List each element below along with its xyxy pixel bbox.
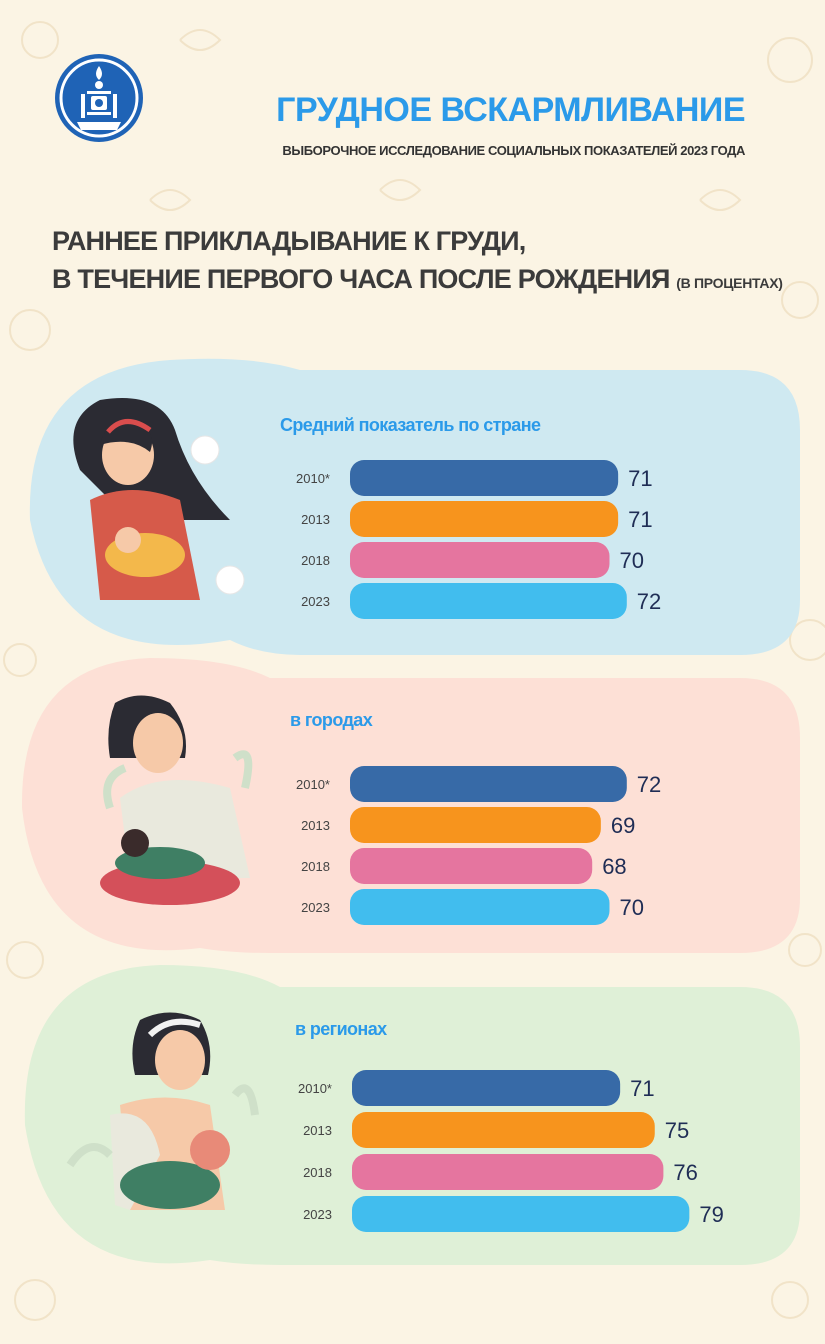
bar [350,889,610,925]
category-label: 2013 [301,818,330,833]
data-label: 71 [628,466,652,491]
bar [350,807,601,843]
category-label: 2023 [301,594,330,609]
section-unit: (В ПРОЦЕНТАХ) [676,275,783,291]
panel-national: Средний показатель по стране 2010* 71 2013… [0,340,825,660]
data-label: 75 [665,1118,689,1143]
panel-regions: в регионах 2010* 71 2013 75 2018 76 2023 79 [0,955,825,1270]
chart-regions: 2010* 71 2013 75 2018 76 2023 79 [298,1070,724,1232]
panel-urban: в городах 2010* 72 2013 69 2018 68 2023 70 [0,648,825,960]
mother-illustration [66,1012,259,1210]
data-label: 69 [611,813,635,838]
panel-national-title: Средний показатель по стране [280,415,541,435]
category-label: 2023 [301,900,330,915]
category-label: 2018 [301,859,330,874]
panel-urban-title: в городах [290,710,373,730]
bar [350,542,610,578]
panel-urban-background [21,658,800,953]
page-subtitle: ВЫБОРОЧНОЕ ИССЛЕДОВАНИЕ СОЦИАЛЬНЫХ ПОКАЗ… [282,143,745,158]
section-title-line1: РАННЕЕ ПРИКЛАДЫВАНИЕ К ГРУДИ, [52,226,526,256]
data-label: 70 [620,895,644,920]
bar [352,1070,621,1106]
mother-illustration [100,695,253,905]
section-title: РАННЕЕ ПРИКЛАДЫВАНИЕ К ГРУДИ, В ТЕЧЕНИЕ … [52,222,812,302]
soyombo-emblem-logo [55,54,143,142]
bar [350,583,627,619]
data-label: 79 [699,1202,723,1227]
category-label: 2010* [296,777,330,792]
category-label: 2010* [298,1081,332,1096]
data-label: 71 [630,1076,654,1101]
bar [350,460,619,496]
bar [352,1154,664,1190]
bar [352,1112,655,1148]
bar [352,1196,690,1232]
bar [350,501,619,537]
category-label: 2018 [303,1165,332,1180]
data-label: 76 [673,1160,697,1185]
chart-urban: 2010* 72 2013 69 2018 68 2023 70 [296,766,661,925]
category-label: 2013 [301,512,330,527]
category-label: 2023 [303,1207,332,1222]
bar [350,848,593,884]
bar [350,766,627,802]
data-label: 72 [637,772,661,797]
section-title-line2: В ТЕЧЕНИЕ ПЕРВОГО ЧАСА ПОСЛЕ РОЖДЕНИЯ [52,264,670,294]
category-label: 2010* [296,471,330,486]
category-label: 2018 [301,553,330,568]
chart-national: 2010* 71 2013 71 2018 70 2023 72 [296,460,661,619]
data-label: 68 [602,854,626,879]
category-label: 2013 [303,1123,332,1138]
panel-regions-title: в регионах [295,1019,387,1039]
data-label: 72 [637,589,661,614]
page-title: ГРУДНОЕ ВСКАРМЛИВАНИЕ [276,91,745,129]
data-label: 71 [628,507,652,532]
data-label: 70 [620,548,644,573]
mother-illustration [73,398,245,600]
